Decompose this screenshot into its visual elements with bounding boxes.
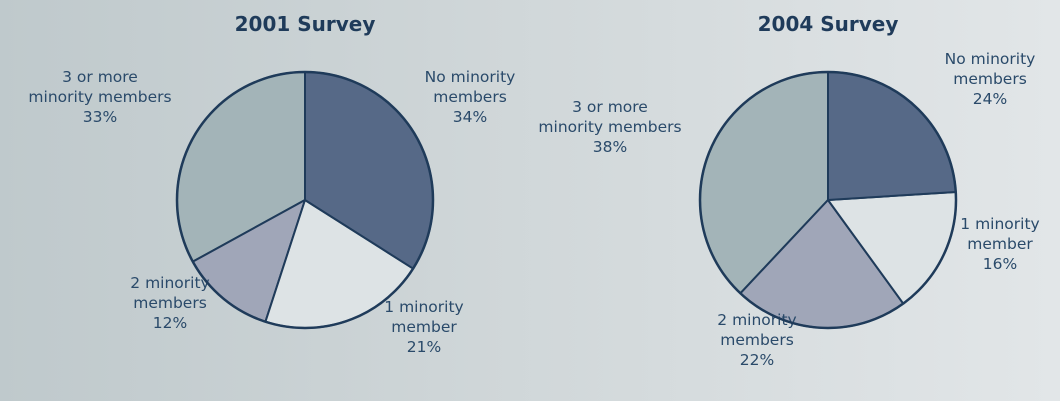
slice-label-line: 34% xyxy=(453,108,487,126)
pie-outline xyxy=(175,70,435,330)
chart-2001-survey: 2001 Survey No minority members 34% 1 minor… xyxy=(28,12,515,356)
slice-label-line: 1 minority xyxy=(384,298,463,316)
slice-label-line: No minority xyxy=(945,50,1036,68)
slice-label-line: member xyxy=(967,235,1033,253)
slice-label-line: members xyxy=(433,88,507,106)
pie-slice xyxy=(827,71,957,201)
slice-label-line: 16% xyxy=(983,255,1017,273)
slice-label-line: 33% xyxy=(83,108,117,126)
pie-outline xyxy=(698,70,958,330)
slice-label-line: member xyxy=(391,318,457,336)
slice-label-line: minority members xyxy=(538,118,681,136)
chart-2004-survey: 2004 Survey No minority members 24% 1 minor… xyxy=(538,12,1039,369)
slice-label-line: members xyxy=(720,331,794,349)
slice-label-line: members xyxy=(953,70,1027,88)
slice-label-line: 12% xyxy=(153,314,187,332)
slice-label-line: 21% xyxy=(407,338,441,356)
chart-title: 2001 Survey xyxy=(235,12,376,36)
slice-label-line: 2 minority xyxy=(717,311,796,329)
slice-label: 1 minority member 16% xyxy=(960,215,1039,273)
slice-label-line: 3 or more xyxy=(62,68,138,86)
slice-label: 1 minority member 21% xyxy=(384,298,463,356)
slice-label: 2 minority members 22% xyxy=(717,311,796,369)
slice-label: 3 or more minority members 38% xyxy=(538,98,681,156)
slice-label-line: 38% xyxy=(593,138,627,156)
slice-label: 2 minority members 12% xyxy=(130,274,209,332)
chart-title: 2004 Survey xyxy=(758,12,899,36)
slice-label-line: 2 minority xyxy=(130,274,209,292)
slice-label: 3 or more minority members 33% xyxy=(28,68,171,126)
slice-label-line: No minority xyxy=(425,68,516,86)
slice-label-line: minority members xyxy=(28,88,171,106)
slice-label-line: members xyxy=(133,294,207,312)
slice-label-line: 3 or more xyxy=(572,98,648,116)
slice-label-line: 24% xyxy=(973,90,1007,108)
slice-label: No minority members 34% xyxy=(425,68,516,126)
slice-label-line: 22% xyxy=(740,351,774,369)
slice-label-line: 1 minority xyxy=(960,215,1039,233)
slice-label: No minority members 24% xyxy=(945,50,1036,108)
